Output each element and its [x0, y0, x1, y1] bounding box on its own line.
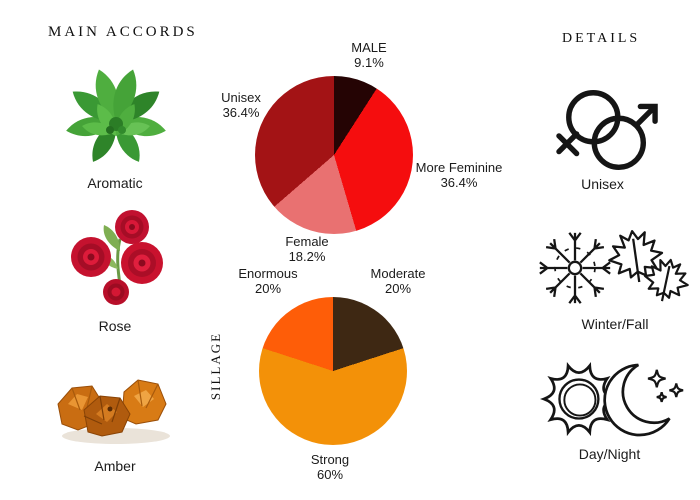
- pie-slice-label: Female: [285, 234, 329, 249]
- gender-pie-chart: [255, 76, 413, 234]
- pie-slice-label: Enormous: [238, 266, 298, 281]
- amber-stones-image: [50, 352, 185, 450]
- pie-slice-value: 9.1%: [354, 55, 384, 70]
- pie-slice-label: More Feminine: [415, 160, 503, 175]
- pie-label-more-feminine: More Feminine 36.4%: [399, 160, 519, 190]
- male-circle: [591, 115, 647, 170]
- amber-stone: [83, 395, 131, 437]
- detail-label-day-night: Day/Night: [578, 446, 641, 462]
- pie-label-unisex: Unisex 36.4%: [201, 90, 281, 120]
- detail-label-winter-fall: Winter/Fall: [581, 316, 649, 332]
- sparkle-star: [657, 392, 667, 402]
- snowflake-icon: [539, 232, 611, 304]
- pie-label-male: MALE 9.1%: [329, 40, 409, 70]
- sparkle-star: [669, 383, 683, 397]
- pie-label-female: Female 18.2%: [257, 234, 357, 264]
- mint-leaves-image: [55, 58, 177, 172]
- pie-label-moderate: Moderate 20%: [348, 266, 448, 296]
- pie-label-enormous: Enormous 20%: [218, 266, 318, 296]
- moon-icon: [603, 363, 683, 437]
- pie-slice-value: 18.2%: [288, 249, 326, 264]
- accord-label-rose: Rose: [98, 318, 132, 334]
- pie-slice-value: 60%: [316, 467, 344, 482]
- main-accords-header: MAIN ACCORDS: [48, 24, 198, 40]
- accord-label-amber: Amber: [94, 458, 136, 474]
- sillage-axis-title: SILLAGE: [208, 331, 223, 401]
- pie-slice-label: Unisex: [221, 90, 261, 105]
- rose-head: [121, 242, 163, 284]
- snowflake-and-maple-leaves-icon: [537, 227, 689, 309]
- pie-slice-value: 20%: [254, 281, 282, 296]
- female-cross: [556, 131, 580, 157]
- maple-leaf-icon: [608, 230, 664, 283]
- maple-leaf-icon: [643, 258, 689, 302]
- pie-label-strong: Strong 60%: [280, 452, 380, 482]
- male-arrow: [633, 103, 658, 128]
- pie-slice-value: 36.4%: [440, 175, 478, 190]
- pie-slice-value: 20%: [384, 281, 412, 296]
- pie-slice-label: Moderate: [370, 266, 426, 281]
- rose-head: [115, 210, 149, 244]
- pie-slice-value: 36.4%: [222, 105, 260, 120]
- pie-slice-label: Strong: [310, 452, 350, 467]
- rose-head: [71, 237, 111, 277]
- sun-icon: [540, 361, 618, 437]
- sillage-pie-chart: [259, 297, 407, 445]
- sparkle-star: [648, 370, 666, 388]
- pie-slice-label: MALE: [351, 40, 387, 55]
- rose-head: [103, 279, 129, 305]
- amber-stone: [121, 379, 167, 425]
- red-roses-image: [58, 205, 176, 313]
- unisex-gender-icon: [552, 80, 664, 182]
- detail-label-unisex: Unisex: [581, 176, 624, 192]
- details-header: DETAILS: [562, 31, 641, 46]
- sun-and-moon-icon: [540, 358, 686, 442]
- accord-label-aromatic: Aromatic: [87, 175, 143, 191]
